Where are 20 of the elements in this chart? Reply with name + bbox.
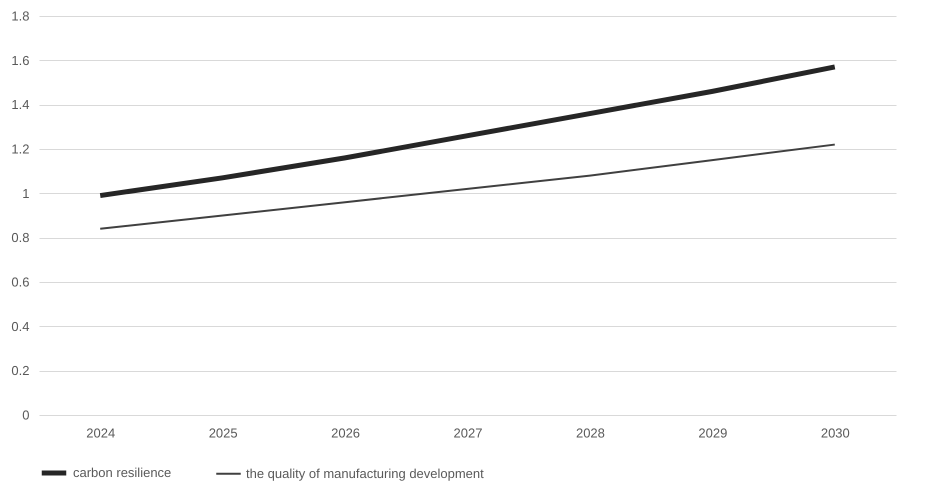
y-tick-label: 1.2	[11, 142, 30, 156]
y-tick-label: 0.4	[11, 318, 30, 334]
x-tick-label: 2027	[454, 426, 482, 440]
x-tick-label: 2030	[820, 426, 850, 440]
y-tick-label: 0.6	[11, 274, 30, 290]
legend-label: the quality of manufacturing development	[246, 466, 484, 481]
y-tick-label: 1.4	[11, 97, 30, 112]
y-tick-label: 1.6	[11, 52, 30, 68]
y-tick-label: 0	[22, 408, 30, 422]
y-tick-label: 1	[22, 186, 30, 201]
y-tick-label: 0.8	[11, 230, 30, 246]
x-tick-label: 2028	[576, 426, 605, 440]
y-tick-label: 1.8	[11, 8, 30, 24]
legend-label: carbon resilience	[73, 465, 172, 480]
line-series	[99, 144, 836, 230]
x-tick-label: 2025	[208, 426, 238, 440]
x-tick-label: 2029	[698, 426, 728, 440]
y-tick-label: 0.2	[11, 363, 30, 378]
x-tick-label: 2026	[331, 426, 360, 440]
x-tick-label: 2024	[86, 426, 116, 440]
